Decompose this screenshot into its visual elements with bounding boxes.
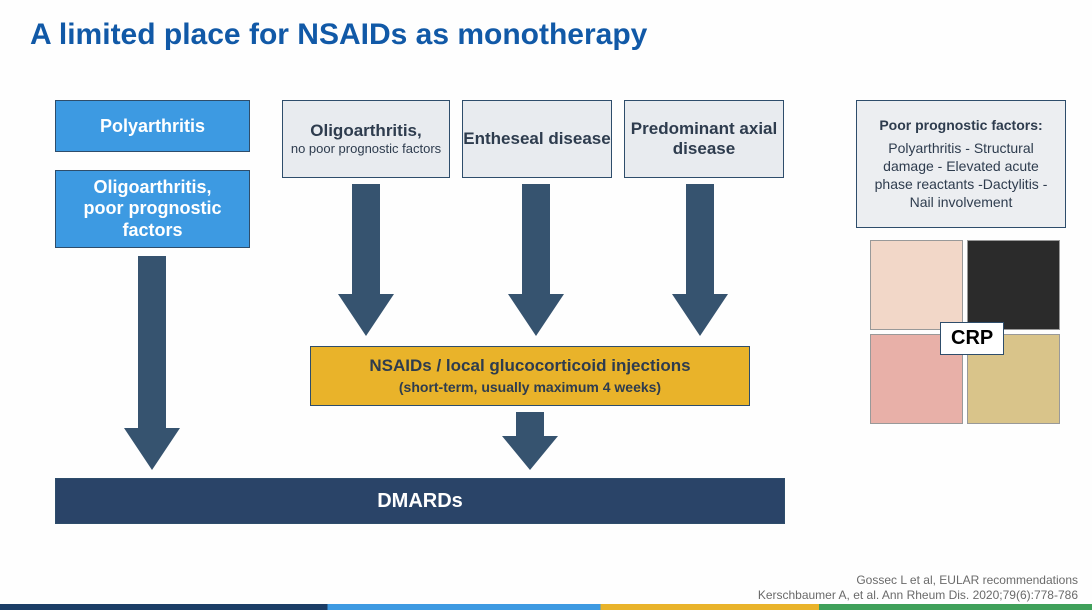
box-oligo-poor-sub: poor prognostic factors	[56, 198, 249, 241]
box-nsaid-label: NSAIDs / local glucocorticoid injections	[369, 356, 690, 376]
arrow-left-to-dmard	[124, 256, 180, 470]
citation-2: Kerschbaumer A, et al. Ann Rheum Dis. 20…	[758, 588, 1078, 604]
box-axial: Predominant axial disease	[624, 100, 784, 178]
box-oligo-nofactors: Oligoarthritis, no poor prognostic facto…	[282, 100, 450, 178]
box-dmards: DMARDs	[55, 478, 785, 524]
arrow-entheseal-to-nsaid	[508, 184, 564, 336]
box-prognostic-title: Poor prognostic factors:	[879, 117, 1042, 133]
box-entheseal: Entheseal disease	[462, 100, 612, 178]
citation-1: Gossec L et al, EULAR recommendations	[758, 573, 1078, 589]
box-nsaid: NSAIDs / local glucocorticoid injections…	[310, 346, 750, 406]
slide-title: A limited place for NSAIDs as monotherap…	[30, 18, 1062, 52]
box-nsaid-sub: (short-term, usually maximum 4 weeks)	[399, 379, 661, 396]
box-entheseal-label: Entheseal disease	[463, 129, 610, 149]
box-prognostic: Poor prognostic factors: Polyarthritis -…	[856, 100, 1066, 228]
bottom-strip	[0, 604, 1092, 610]
hand-xray-icon	[967, 240, 1060, 330]
box-polyarthritis-label: Polyarthritis	[100, 116, 205, 137]
diagram: Polyarthritis Oligoarthritis, poor progn…	[30, 78, 1062, 578]
arrow-nsaid-to-dmard	[502, 412, 558, 470]
citations: Gossec L et al, EULAR recommendations Ke…	[758, 573, 1078, 604]
arrow-axial-to-nsaid	[672, 184, 728, 336]
box-oligo-poor: Oligoarthritis, poor prognostic factors	[55, 170, 250, 248]
slide: A limited place for NSAIDs as monotherap…	[0, 0, 1092, 610]
box-dmards-label: DMARDs	[377, 490, 463, 513]
box-polyarthritis: Polyarthritis	[55, 100, 250, 152]
box-oligo-poor-label: Oligoarthritis,	[93, 177, 211, 199]
arrow-oligo-to-nsaid	[338, 184, 394, 336]
box-oligo-nofactors-label: Oligoarthritis,	[310, 121, 421, 141]
hand-inflamed-icon	[870, 240, 963, 330]
box-axial-label: Predominant axial disease	[625, 119, 783, 159]
box-oligo-nofactors-sub: no poor prognostic factors	[291, 142, 441, 157]
box-prognostic-body: Polyarthritis - Structural damage - Elev…	[865, 139, 1057, 212]
crp-label: CRP	[940, 322, 1004, 355]
